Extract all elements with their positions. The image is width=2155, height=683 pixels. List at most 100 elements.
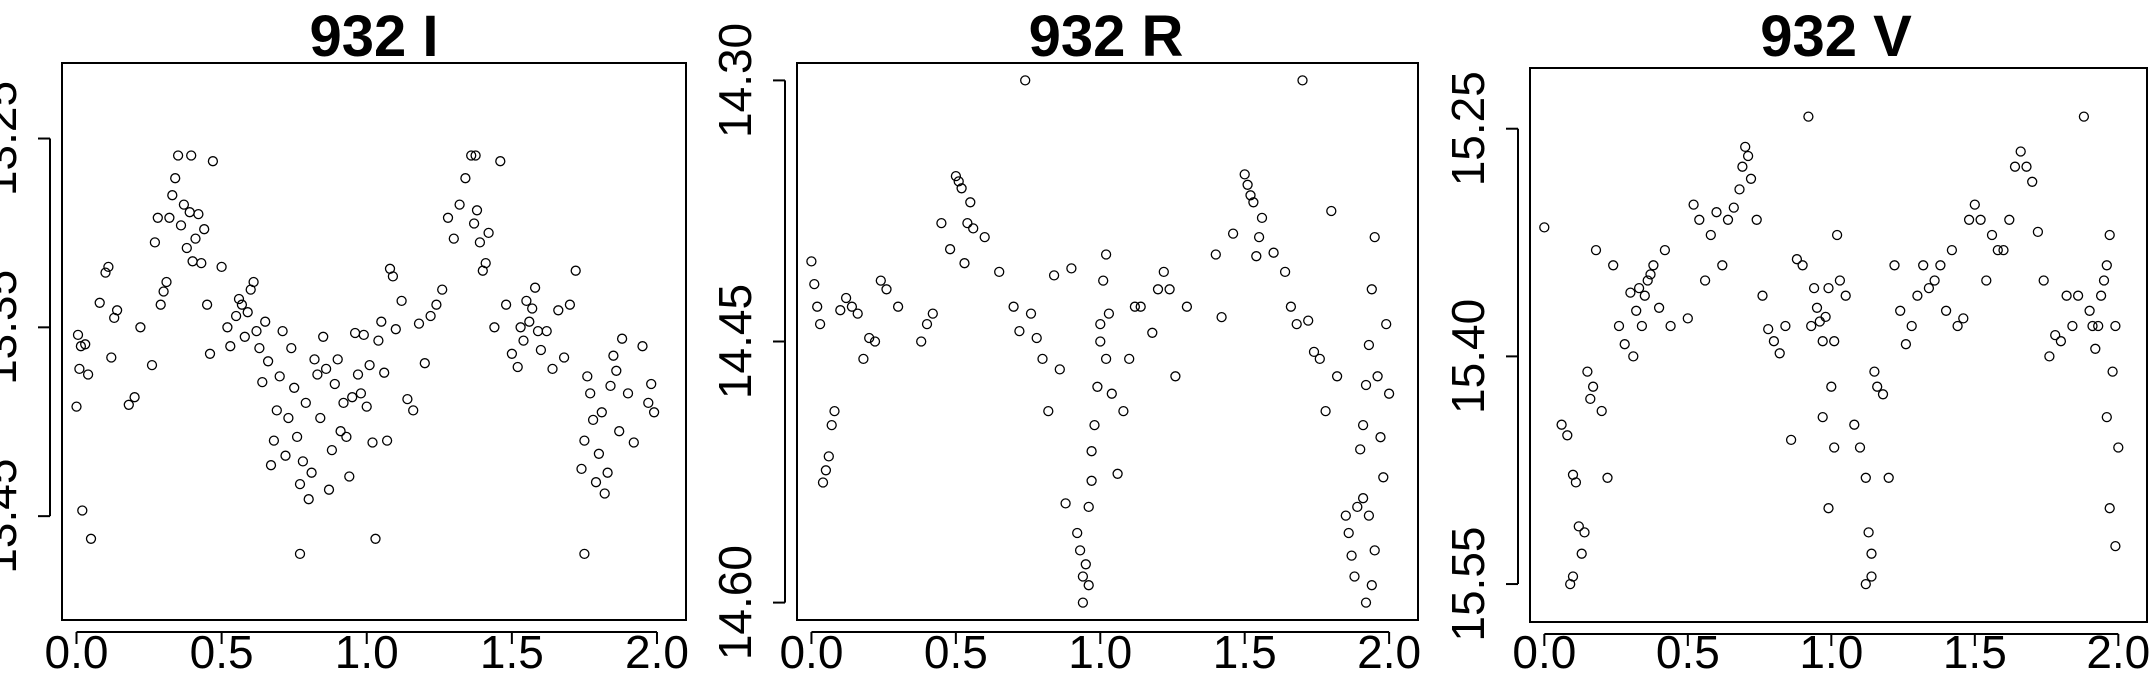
data-point bbox=[271, 405, 282, 416]
data-point bbox=[1682, 313, 1693, 324]
data-point bbox=[1872, 381, 1883, 392]
data-point bbox=[1369, 545, 1380, 556]
data-point bbox=[1083, 501, 1094, 513]
data-point bbox=[1381, 318, 1392, 330]
data-point bbox=[1582, 366, 1593, 377]
data-point bbox=[2101, 260, 2112, 271]
data-point bbox=[1357, 419, 1369, 431]
data-point bbox=[1251, 251, 1262, 262]
data-point bbox=[1106, 388, 1117, 399]
data-point bbox=[858, 353, 869, 365]
data-point bbox=[1969, 199, 1980, 210]
data-point bbox=[927, 308, 938, 319]
data-point bbox=[199, 224, 210, 235]
data-point bbox=[622, 388, 634, 399]
data-point bbox=[1074, 545, 1086, 556]
data-point bbox=[1089, 419, 1100, 431]
data-point bbox=[1912, 290, 1923, 301]
data-point bbox=[1164, 284, 1175, 295]
data-point bbox=[1642, 275, 1653, 286]
data-point bbox=[1239, 169, 1250, 180]
data-point bbox=[2027, 176, 2038, 187]
data-point bbox=[323, 484, 335, 495]
data-point bbox=[1757, 290, 1768, 301]
data-point bbox=[2050, 329, 2061, 341]
data-point bbox=[468, 218, 480, 229]
data-point bbox=[483, 227, 494, 239]
data-point bbox=[1285, 301, 1297, 312]
data-point bbox=[2078, 111, 2090, 122]
data-point bbox=[500, 299, 512, 310]
data-point bbox=[585, 388, 596, 399]
data-point bbox=[558, 352, 570, 363]
data-point bbox=[2095, 290, 2107, 301]
data-point bbox=[1929, 275, 1940, 286]
data-point bbox=[869, 336, 881, 347]
data-point bbox=[1320, 405, 1331, 417]
data-point bbox=[1590, 244, 1602, 256]
data-point bbox=[1086, 446, 1097, 457]
data-point bbox=[1975, 214, 1986, 225]
data-point bbox=[1699, 275, 1711, 286]
data-point bbox=[254, 342, 265, 354]
data-point bbox=[1860, 472, 1871, 483]
data-point bbox=[547, 363, 558, 375]
data-point bbox=[2067, 320, 2078, 332]
data-point bbox=[289, 382, 300, 393]
data-point bbox=[2101, 411, 2112, 423]
data-point bbox=[1054, 364, 1065, 375]
panel-i-x-tick-label: 2.0 bbox=[625, 626, 689, 678]
data-point bbox=[1863, 527, 1874, 538]
data-point bbox=[1570, 477, 1582, 488]
data-point bbox=[1860, 578, 1871, 590]
data-point bbox=[921, 318, 933, 330]
data-point bbox=[1785, 434, 1797, 446]
data-point bbox=[1352, 501, 1363, 513]
panel-i-y-tick-label: 13.45 bbox=[0, 459, 26, 574]
data-point bbox=[2110, 540, 2121, 552]
data-point bbox=[1981, 275, 1992, 286]
data-point bbox=[1037, 353, 1048, 365]
data-point bbox=[1152, 284, 1164, 295]
data-point bbox=[1369, 231, 1380, 243]
data-point bbox=[1768, 336, 1780, 347]
data-point bbox=[806, 256, 817, 267]
data-point bbox=[1375, 432, 1386, 443]
data-point bbox=[306, 467, 317, 478]
data-point bbox=[916, 336, 927, 347]
data-point bbox=[1613, 320, 1625, 332]
data-point bbox=[283, 412, 294, 424]
data-point bbox=[260, 316, 271, 327]
data-point bbox=[1077, 571, 1089, 582]
data-point bbox=[1256, 212, 1268, 224]
data-point bbox=[2098, 275, 2110, 286]
data-point bbox=[950, 170, 962, 182]
data-point bbox=[1556, 419, 1567, 430]
data-point bbox=[1639, 290, 1650, 301]
data-point bbox=[1366, 284, 1377, 295]
data-point bbox=[1823, 282, 1834, 294]
data-point bbox=[294, 548, 306, 560]
data-point bbox=[643, 397, 654, 409]
data-point bbox=[1952, 320, 1963, 332]
data-point bbox=[1740, 141, 1751, 153]
data-point bbox=[242, 307, 253, 318]
data-point bbox=[1340, 510, 1351, 521]
data-point bbox=[1539, 222, 1550, 233]
data-point bbox=[829, 405, 840, 417]
data-point bbox=[527, 303, 538, 314]
data-point bbox=[1797, 260, 1808, 271]
data-point bbox=[230, 310, 242, 322]
data-point bbox=[1648, 260, 1659, 271]
data-point bbox=[190, 233, 201, 244]
data-point bbox=[1940, 305, 1952, 316]
data-point bbox=[413, 318, 425, 329]
data-point bbox=[628, 437, 639, 448]
data-point bbox=[1349, 571, 1360, 582]
data-point bbox=[248, 276, 259, 288]
panel-r-y-tick-label: 14.45 bbox=[709, 284, 761, 399]
data-point bbox=[352, 369, 364, 380]
data-point bbox=[1814, 316, 1825, 327]
data-point bbox=[611, 365, 622, 376]
data-point bbox=[1092, 381, 1103, 392]
